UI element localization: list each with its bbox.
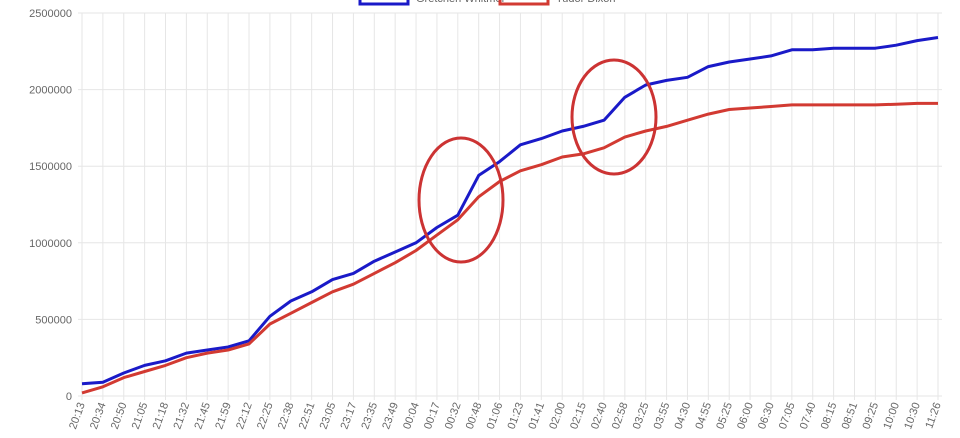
highlight-circle [570,58,658,176]
legend-swatch [358,0,410,6]
y-tick-label: 500000 [35,314,72,326]
y-tick-label: 2500000 [29,8,72,20]
y-tick-label: 0 [66,391,72,403]
highlight-circle [417,136,505,264]
series-line [81,101,938,395]
y-tick-label: 2000000 [29,85,72,97]
y-tick-label: 1500000 [29,161,72,173]
legend-label: Tudor Dixon [556,0,616,5]
legend-label: Gretchen Whitmer [416,0,506,5]
y-tick-label: 1000000 [29,238,72,250]
legend-swatch [498,0,550,6]
series-line [81,36,939,386]
